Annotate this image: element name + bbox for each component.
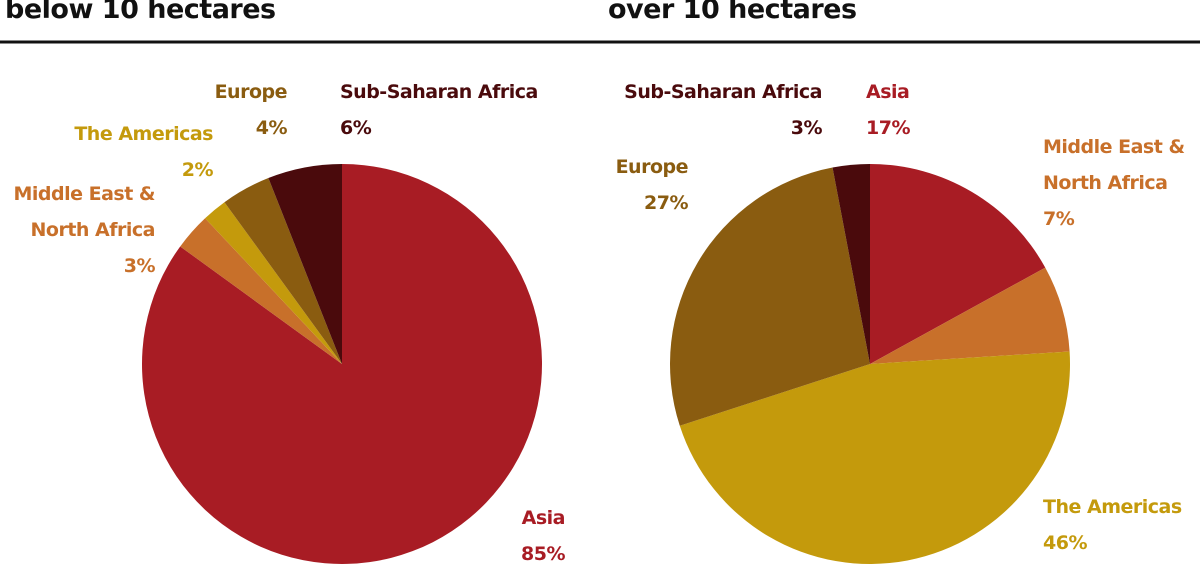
category-label: Sub-Saharan Africa [340,81,538,103]
value-label: 4% [255,117,288,139]
value-label: 46% [1043,532,1087,554]
value-label: 27% [644,192,688,214]
slice-label: Asia 85% [505,500,565,572]
pie-slice [224,178,342,364]
slice-label: Middle East & North Africa 7% [1043,129,1200,237]
pie-slice [180,218,342,364]
slice-label: Sub-Saharan Africa 6% [340,74,570,146]
pie-slice [205,202,342,364]
slice-label: Europe 27% [588,149,689,221]
category-label: The Americas [74,123,213,145]
slice-label: Asia 17% [866,74,946,146]
pie-slice [870,267,1070,364]
pie-slice [832,164,870,364]
pie-slice [268,164,342,364]
pie-slice [679,351,1070,565]
value-label: 17% [866,117,910,139]
value-label: 3% [790,117,823,139]
category-label: Europe [214,81,288,103]
value-label: 85% [521,543,565,565]
chart-title: over 10 hectares [608,0,857,25]
category-label: Middle East & North Africa [1043,136,1185,194]
slice-label: Middle East & North Africa 3% [0,176,155,284]
value-label: 7% [1043,208,1075,230]
slice-label: The Americas 2% [53,116,213,188]
category-label: Europe [615,156,689,178]
value-label: 2% [181,159,214,181]
pie-slice [670,167,870,426]
slice-label: Sub-Saharan Africa 3% [592,74,822,146]
category-label: Asia [521,507,566,529]
slice-label: Europe 4% [187,74,288,146]
chart-title: below 10 hectares [5,0,276,25]
category-label: Asia [866,81,910,103]
pie-slice [870,164,1046,364]
category-label: Middle East & North Africa [13,183,155,241]
category-label: Sub-Saharan Africa [624,81,822,103]
value-label: 6% [340,117,372,139]
slice-label: The Americas 46% [1043,489,1200,561]
value-label: 3% [123,255,156,277]
category-label: The Americas [1043,496,1182,518]
